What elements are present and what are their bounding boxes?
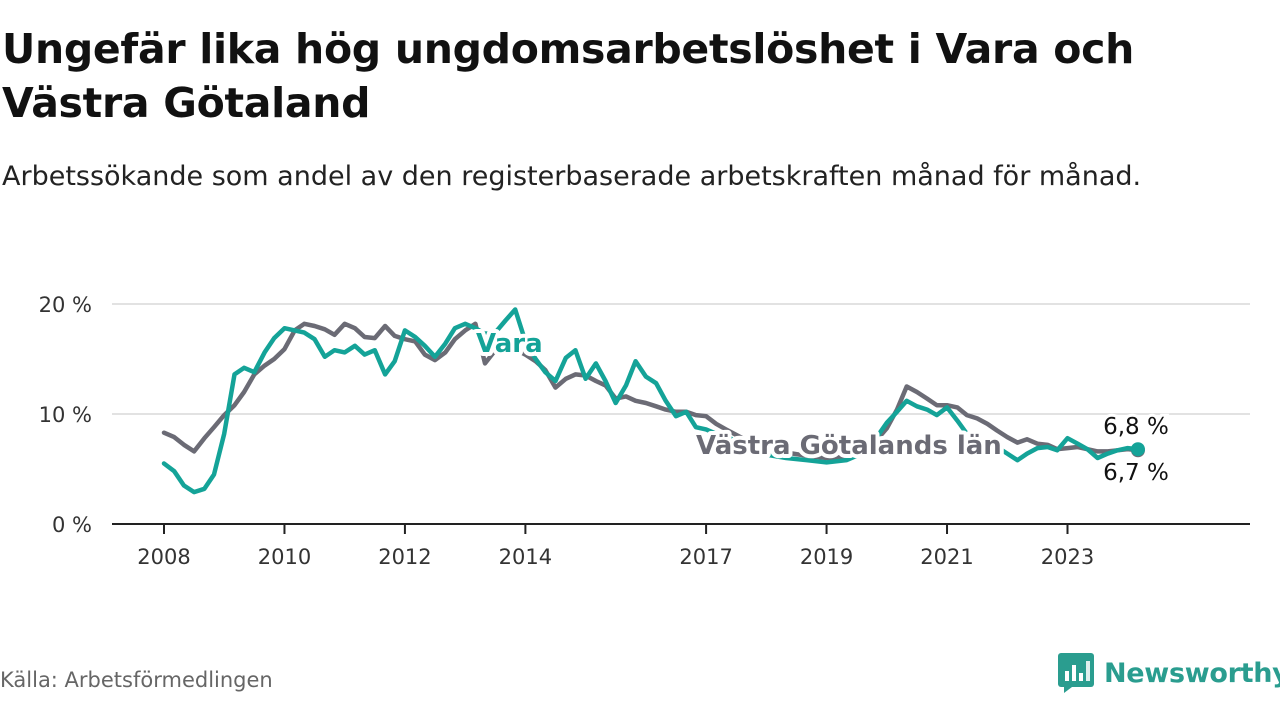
x-tick-label: 2014	[499, 545, 552, 569]
x-tick-label: 2021	[920, 545, 973, 569]
x-tick-label: 2019	[800, 545, 853, 569]
series-label-vara: Vara	[476, 329, 543, 359]
series-end-point	[1130, 442, 1145, 457]
source-note: Källa: Arbetsförmedlingen	[0, 668, 273, 692]
x-tick-label: 2012	[378, 545, 431, 569]
newsworthy-logo-icon	[1058, 653, 1094, 693]
y-tick-label: 0 %	[52, 513, 92, 537]
x-tick-label: 2010	[258, 545, 311, 569]
x-tick-label: 2017	[679, 545, 732, 569]
end-label-vara: 6,8 %	[1103, 414, 1169, 440]
end-label-vastra-gotaland: 6,7 %	[1103, 460, 1169, 486]
gridlines	[112, 303, 1250, 415]
series-line-vara	[161, 307, 1141, 495]
series-labels: Vara Västra Götalands län 6,8 % 6,7 %	[472, 325, 1172, 489]
x-tick-label: 2008	[137, 545, 190, 569]
brand-name: Newsworthy	[1104, 657, 1280, 689]
y-axis-tick-labels: 0 % 10 % 20 %	[39, 293, 92, 537]
chart-title: Ungefär lika hög ungdomsarbetslöshet i V…	[2, 25, 1135, 127]
series-label-vastra-gotaland: Västra Götalands län	[696, 431, 1002, 461]
brand-logo[interactable]: Newsworthy	[1058, 652, 1280, 694]
y-tick-label: 10 %	[39, 403, 92, 427]
x-tick-label: 2023	[1041, 545, 1094, 569]
x-axis-ticks: 2008 2010 2012 2014 2017 2019 2021 2023	[137, 524, 1094, 569]
y-tick-label: 20 %	[39, 293, 92, 317]
chart-subtitle: Arbetssökande som andel av den registerb…	[2, 161, 1142, 192]
series-lines	[161, 307, 1145, 495]
